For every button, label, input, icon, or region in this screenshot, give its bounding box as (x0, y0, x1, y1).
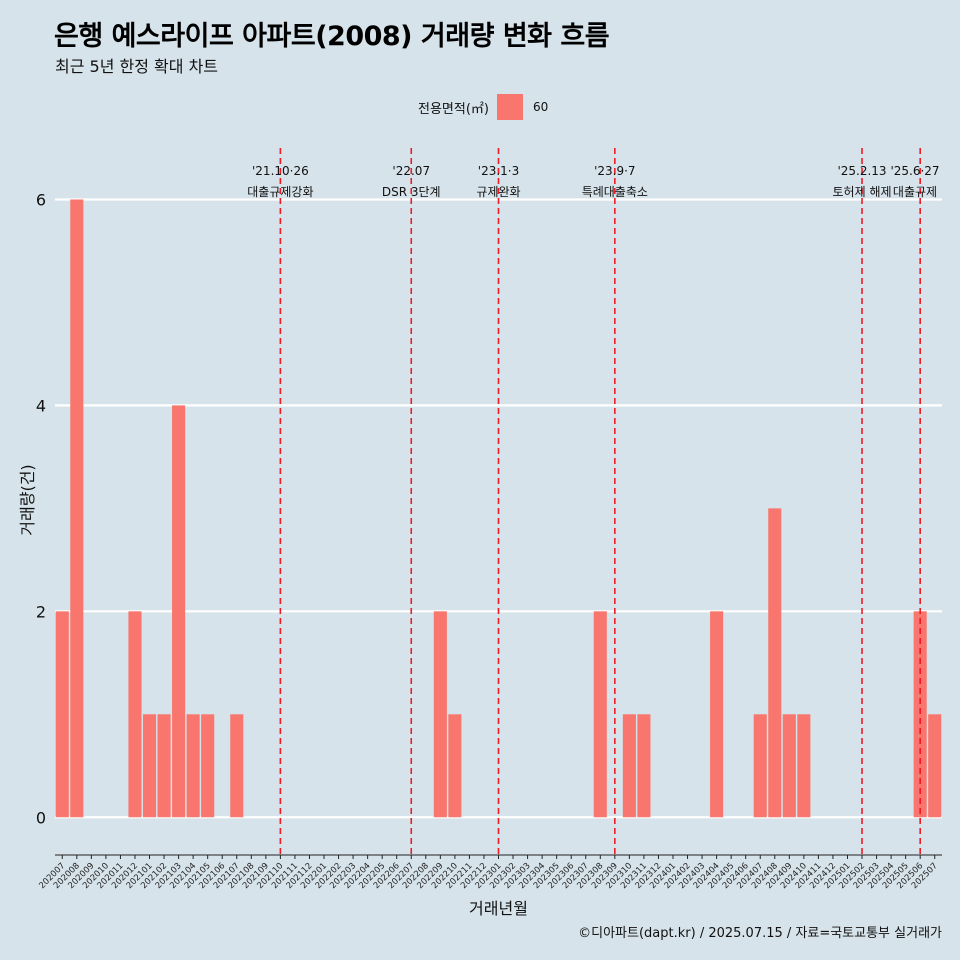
event-date-label: '21.10·26 (252, 164, 309, 178)
y-tick-label: 0 (36, 808, 46, 827)
bar (768, 508, 782, 818)
bar (782, 714, 796, 818)
bar (448, 714, 462, 818)
bar (433, 611, 447, 818)
event-date-label: '25.6·27 (890, 164, 939, 178)
bars (55, 199, 942, 818)
chart-title: 은행 예스라이프 아파트(2008) 거래량 변화 흐름 (54, 21, 610, 52)
event-date-label: '23.9·7 (594, 164, 635, 178)
event-annotations: '21.10·26 대출규제강화 '22.07 DSR 3단계 '23.1·3 규제완화 '… (247, 148, 940, 858)
bar (201, 714, 215, 818)
event-name-label: DSR 3단계 (382, 185, 441, 199)
event-name-label: 대출규제 (893, 185, 937, 199)
bar (797, 714, 811, 818)
chart-subtitle: 최근 5년 한정 확대 차트 (55, 57, 219, 76)
legend-swatch (496, 94, 523, 120)
bar (186, 714, 200, 818)
bar (157, 714, 171, 818)
legend-label: 60 (532, 100, 549, 114)
bar (593, 611, 607, 818)
bar (128, 611, 142, 818)
event-name-label: 대출규제강화 (247, 185, 313, 199)
bar (913, 611, 927, 818)
y-axis-title: 거래량(건) (18, 464, 37, 535)
bar (753, 714, 767, 818)
source-caption: ©디아파트(dapt.kr) / 2025.07.15 / 자료=국토교통부 실… (578, 926, 942, 941)
event-date-label: '23.1·3 (478, 164, 519, 178)
bar (622, 714, 636, 818)
bar (637, 714, 651, 818)
bar (142, 714, 157, 818)
bar (710, 611, 724, 818)
bar (70, 199, 84, 818)
event-name-label: 규제완화 (476, 185, 520, 199)
bar (172, 405, 186, 818)
event-name-label: 특례대출축소 (582, 185, 648, 199)
event-date-label: '22.07 (392, 164, 430, 178)
y-tick-label: 2 (36, 602, 46, 621)
legend-title: 전용면적(㎡) (418, 101, 489, 117)
legend: 전용면적(㎡) 60 (418, 94, 548, 120)
bar (55, 611, 69, 818)
y-tick-label: 4 (36, 396, 46, 415)
event-name-label: 토허제 해제 (833, 185, 892, 199)
y-tick-label: 6 (36, 190, 46, 209)
bar (230, 714, 244, 818)
bar (928, 714, 942, 818)
x-axis-title: 거래년월 (469, 899, 528, 918)
event-date-label: '25.2.13 (837, 164, 886, 178)
